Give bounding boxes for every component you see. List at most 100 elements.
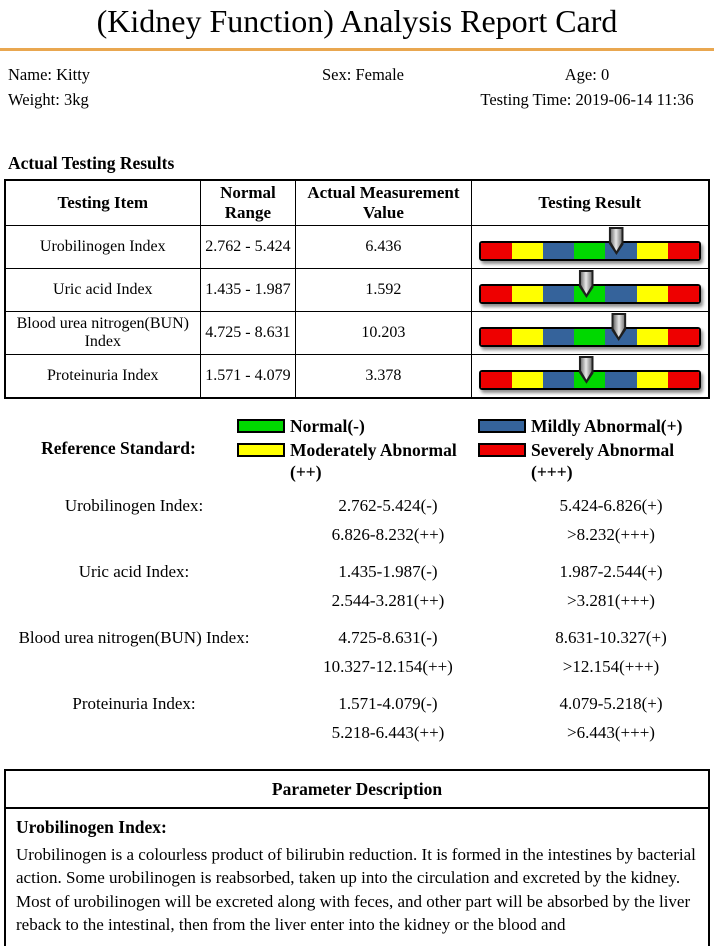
parameter-description-header: Parameter Description <box>6 771 708 809</box>
col-header-testing-result: Testing Result <box>470 179 710 226</box>
bar-segment <box>667 243 699 259</box>
results-section-title: Actual Testing Results <box>8 153 175 173</box>
range-plus3: >6.443(+++) <box>567 722 655 742</box>
bar-segment <box>511 243 544 259</box>
bar-segment <box>574 243 606 259</box>
bar-segment <box>480 329 512 345</box>
legend-swatch-blue <box>478 418 526 433</box>
col-header-normal-range: Normal Range <box>199 179 297 226</box>
range-negative: 4.725-8.631(-) <box>338 627 438 647</box>
title-divider <box>0 48 714 51</box>
range-plus3: >12.154(+++) <box>562 656 660 676</box>
patient-info: Name: Kitty Sex: Female Age: 0 Weight: 3… <box>0 51 714 112</box>
bar-segment <box>636 371 668 388</box>
testing-item-cell: Urobilinogen Index <box>4 225 201 269</box>
legend-label: Severely Abnormal (+++) <box>531 439 675 482</box>
legend-swatch-yellow <box>237 442 285 457</box>
reference-standard-section: Reference Standard: Normal(-) Mildly Abn… <box>0 415 714 483</box>
legend-item-severely-abnormal: Severely Abnormal (+++) <box>478 439 714 483</box>
bar-segment <box>480 286 512 302</box>
result-scale-bar <box>478 241 701 261</box>
result-arrow-body <box>580 272 592 294</box>
result-indicator <box>478 227 701 261</box>
range-plus: 1.987-2.544(+) <box>559 561 663 581</box>
bar-segment <box>574 329 606 345</box>
result-arrow-body <box>580 357 592 380</box>
measurement-value-cell: 3.378 <box>295 354 472 398</box>
bar-segment <box>511 329 544 345</box>
result-arrow-icon <box>578 355 594 384</box>
result-arrow-body <box>613 315 625 337</box>
range-item-label: Urobilinogen Index: <box>64 495 204 515</box>
table-row: Proteinuria Index 1.571 - 4.079 3.378 <box>4 354 710 398</box>
range-plus2: 10.327-12.154(++) <box>323 656 453 676</box>
legend-item-mildly-abnormal: Mildly Abnormal(+) <box>478 415 714 437</box>
table-row: Uric acid Index 1.435 - 1.987 1.592 <box>4 268 710 312</box>
result-arrow-icon <box>611 313 627 341</box>
legend-label: Mildly Abnormal(+) <box>531 415 683 436</box>
range-plus3: >8.232(+++) <box>567 524 655 544</box>
result-arrow-icon <box>608 227 624 255</box>
testing-item-cell: Proteinuria Index <box>4 354 201 398</box>
reference-standard-label: Reference Standard: <box>41 437 196 458</box>
testing-result-cell <box>470 268 710 312</box>
bar-segment <box>667 371 699 388</box>
reference-legend: Normal(-) Mildly Abnormal(+) Moderately … <box>237 415 714 483</box>
range-negative: 2.762-5.424(-) <box>338 495 438 515</box>
table-header-row: Testing Item Normal Range Actual Measure… <box>4 179 710 226</box>
range-negative: 1.435-1.987(-) <box>338 561 438 581</box>
measurement-value-cell: 1.592 <box>295 268 472 312</box>
result-indicator <box>478 355 701 390</box>
range-plus: 8.631-10.327(+) <box>555 627 667 647</box>
testing-item-cell: Uric acid Index <box>4 268 201 312</box>
reference-range-block: Proteinuria Index: 1.571-4.079(-) 4.079-… <box>0 689 714 747</box>
bar-segment <box>605 286 637 302</box>
bar-segment <box>480 243 512 259</box>
parameter-item-title: Urobilinogen Index: <box>16 816 167 837</box>
bar-segment <box>636 329 668 345</box>
patient-sex: Sex: Female <box>321 65 405 84</box>
patient-info-spacer <box>258 87 468 112</box>
testing-time: Testing Time: 2019-06-14 11:36 <box>480 90 694 109</box>
parameter-item-text: Urobilinogen is a colourless product of … <box>16 844 696 935</box>
result-scale-bar <box>478 327 701 347</box>
bar-segment <box>636 286 668 302</box>
bar-segment <box>511 371 544 388</box>
parameter-description-body: Urobilinogen Index: Urobilinogen is a co… <box>6 809 708 937</box>
bar-segment <box>636 243 668 259</box>
bar-segment <box>511 286 544 302</box>
col-header-testing-item: Testing Item <box>4 179 201 226</box>
patient-name: Name: Kitty <box>8 65 91 84</box>
reference-ranges: Urobilinogen Index: 2.762-5.424(-) 5.424… <box>0 491 714 747</box>
measurement-value-cell: 10.203 <box>295 311 472 355</box>
measurement-value-cell: 6.436 <box>295 225 472 269</box>
range-item-label: Blood urea nitrogen(BUN) Index: <box>18 627 250 647</box>
range-plus2: 5.218-6.443(++) <box>331 722 445 742</box>
parameter-description-box: Parameter Description Urobilinogen Index… <box>4 768 710 946</box>
legend-item-normal: Normal(-) <box>237 415 478 437</box>
reference-range-block: Urobilinogen Index: 2.762-5.424(-) 5.424… <box>0 491 714 549</box>
bar-segment <box>543 371 575 388</box>
range-negative: 1.571-4.079(-) <box>338 693 438 713</box>
reference-range-block: Blood urea nitrogen(BUN) Index: 4.725-8.… <box>0 623 714 681</box>
range-plus: 5.424-6.826(+) <box>559 495 663 515</box>
legend-swatch-red <box>478 442 526 457</box>
result-arrow-icon <box>578 270 594 298</box>
legend-label: Normal(-) <box>290 415 365 436</box>
results-table: Testing Item Normal Range Actual Measure… <box>4 179 710 399</box>
normal-range-cell: 1.435 - 1.987 <box>199 268 297 312</box>
bar-segment <box>667 286 699 302</box>
result-indicator <box>478 270 701 304</box>
patient-weight: Weight: 3kg <box>8 90 89 109</box>
result-indicator <box>478 313 701 347</box>
legend-swatch-green <box>237 418 285 433</box>
testing-result-cell <box>470 311 710 355</box>
page-title: (Kidney Function) Analysis Report Card <box>96 3 618 39</box>
bar-segment <box>543 329 575 345</box>
patient-age: Age: 0 <box>564 65 610 84</box>
range-item-label: Proteinuria Index: <box>72 693 196 713</box>
result-arrow-body <box>610 229 622 251</box>
normal-range-cell: 4.725 - 8.631 <box>199 311 297 355</box>
bar-segment <box>480 371 512 388</box>
